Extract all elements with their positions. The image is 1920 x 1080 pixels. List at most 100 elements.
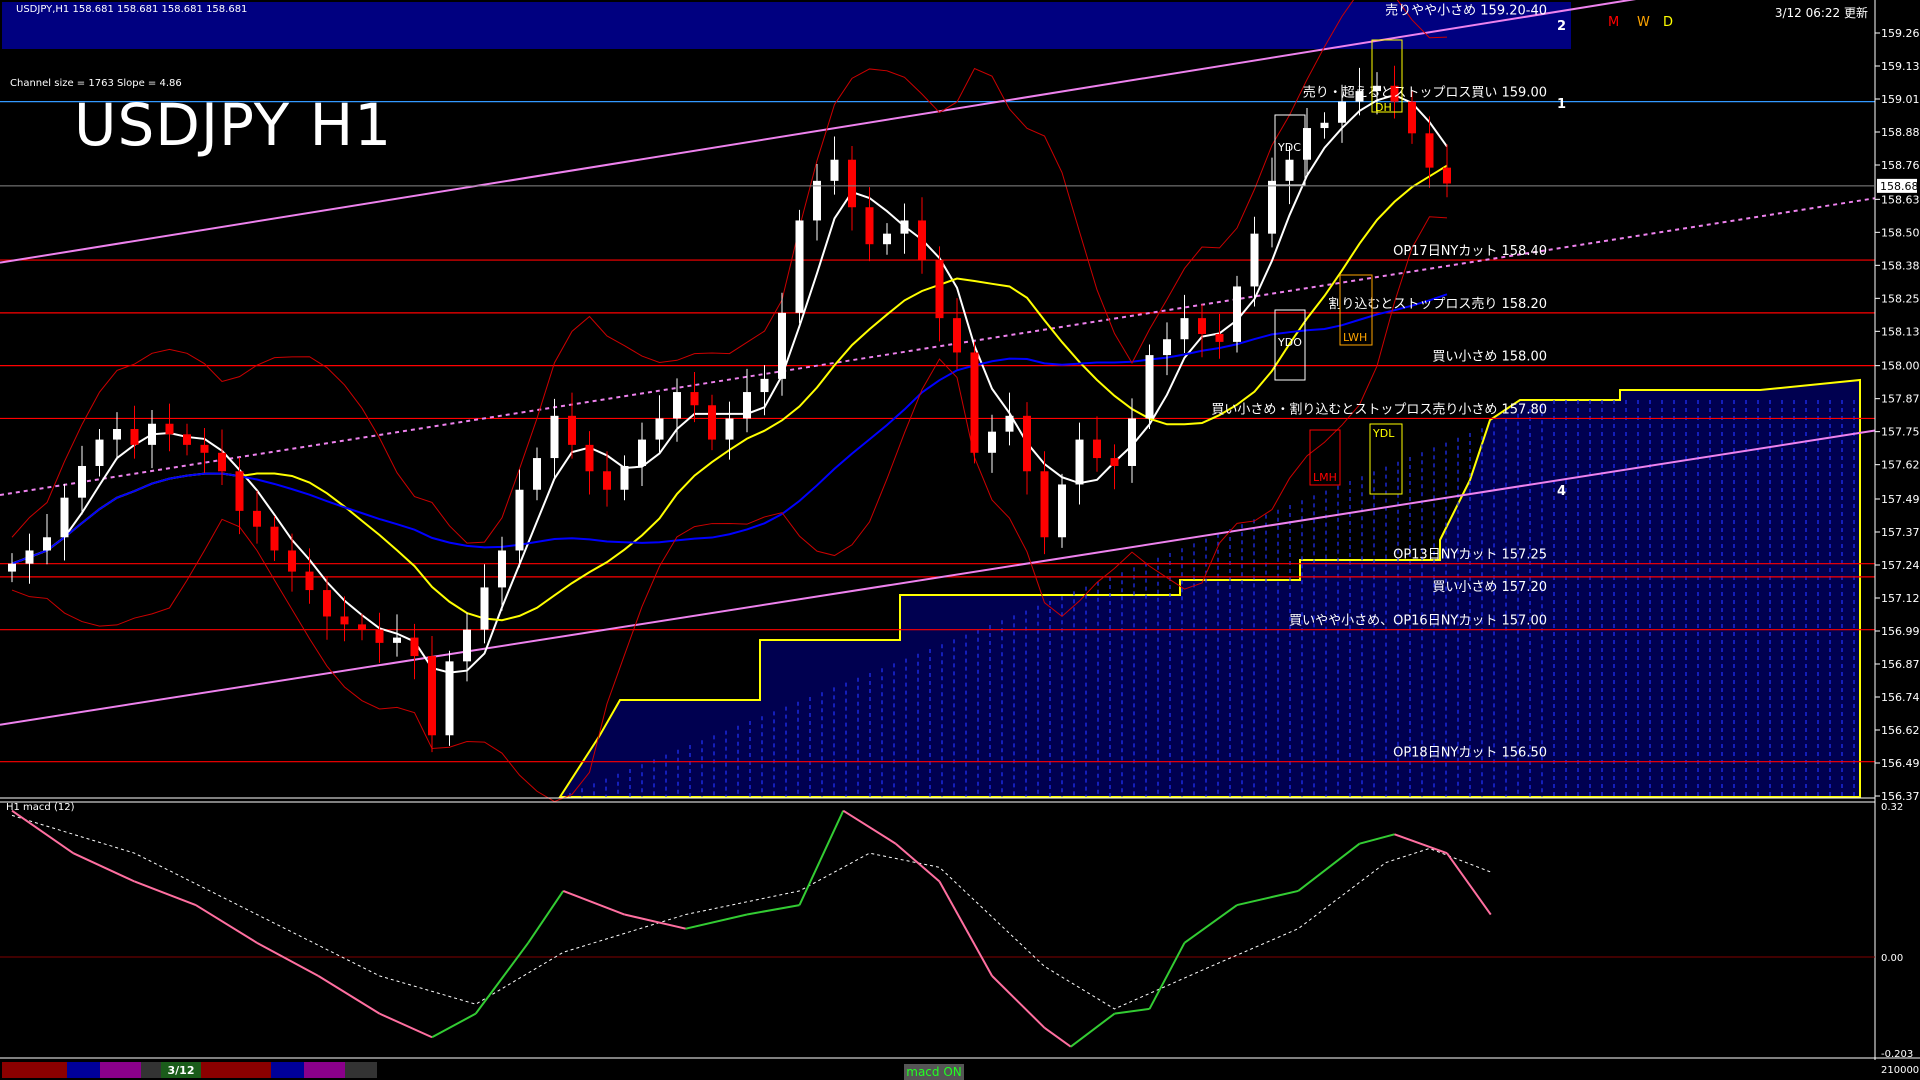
macd-segment [134,880,197,907]
candle-body [113,429,121,440]
price-tick-label: 157.370 [1881,526,1920,539]
macd-segment [1183,904,1238,944]
update-time: 3/12 06:22 更新 [1774,6,1868,20]
macd-segment [72,852,135,883]
price-tick-label: 156.495 [1881,757,1920,770]
chart-title: USDJPY H1 [74,91,393,159]
candle-body [235,471,244,511]
candle-body [795,220,804,313]
candle-body [638,439,646,466]
macd-segment [1359,833,1395,845]
macd-pane: 0.32 0.00 -0.203 210000 [0,802,1919,1076]
candle-body [218,452,226,472]
band-lower [11,216,1448,803]
current-price-tag [1877,178,1917,193]
candle-body [935,260,944,319]
session-block [100,1062,141,1078]
price-tick-label: 157.750 [1881,426,1920,439]
candle-body [655,418,664,440]
macd-tick-label: 0.00 [1881,953,1903,964]
candle-body [1093,439,1101,459]
channel-info: Channel size = 1763 Slope = 4.86 [10,78,182,89]
candle-body [445,661,454,736]
price-axis[interactable]: 159.260 159.135 159.010 158.885 158.760 158.6… [1875,27,1920,803]
candle-body [43,537,51,551]
candle-body [148,423,156,445]
level-label: 買い小さめ 158.00 [1432,350,1547,365]
candle-body [305,571,314,591]
macd-segment [195,904,258,944]
candle-body [428,656,436,736]
price-tick-label: 158.505 [1881,226,1920,239]
macd-segment [842,809,897,845]
marker-box [1371,39,1403,113]
candle-body [323,590,331,617]
level-label: 買い小さめ・割り込むとストップロス売り小さめ 157.80 [1211,401,1547,417]
candle-body [953,318,961,353]
level-label: OP18日NYカット 156.50 [1393,746,1547,761]
candle-body [1145,355,1154,419]
macd-segment [562,889,625,916]
timeframe-marker: W [1637,15,1650,30]
macd-segment [1043,1026,1072,1048]
price-tick-label: 158.380 [1881,259,1920,272]
markers: YDC YDO YDL LWH LMH DH M W D 1 2 4 [1274,15,1673,499]
candle-body [760,378,769,393]
candle-body [183,434,191,445]
macd-segment [895,842,941,883]
candle-body [970,352,979,453]
candle-body [270,526,279,551]
candle-body [1023,415,1031,472]
price-tick-label: 156.870 [1881,658,1920,671]
candle-body [515,489,524,551]
candle-body [848,159,856,208]
regression-channel [0,0,1876,726]
level-label: 割り込むとストップロス売り 158.20 [1328,296,1547,312]
candle-body [1390,85,1399,102]
candle-body [1338,101,1346,123]
macd-segment [685,913,748,930]
band-upper [11,0,1448,544]
macd-segment [1446,852,1492,916]
candle-body [78,465,86,498]
candle-body [130,429,139,445]
session-strip: 3/12 [2,1062,377,1078]
date-chip: 3/12 [161,1062,201,1078]
session-block [2,1062,67,1078]
candle-body [8,563,16,572]
candle-body [1215,333,1224,342]
marker-label: DH [1375,101,1392,114]
candle-body [883,233,891,245]
macd-segment [1394,833,1448,855]
macd-label: H1 macd (12) [6,802,75,813]
session-block [304,1062,345,1078]
level-label: 売りやや小さめ 159.20-40 [1385,2,1547,18]
price-tick-label: 157.120 [1881,592,1920,605]
candle-body [1373,85,1381,92]
signal-line [11,814,1491,1010]
candle-body [1268,180,1276,234]
candle-body [25,550,34,564]
candle-body [813,180,821,221]
candle-body [393,637,401,643]
price-tick-label: 159.260 [1881,27,1920,40]
macd-segment [798,810,845,906]
level-label: 買い小さめ 157.20 [1432,580,1547,595]
session-block [141,1062,161,1078]
candle-body [1198,318,1206,334]
price-tick-label: 157.625 [1881,459,1920,472]
candle-body [725,418,734,440]
candle-body [60,497,69,538]
macd-tick-label: 0.32 [1881,802,1903,813]
macd-toggle-button[interactable]: macd ON [904,1064,964,1080]
macd-segment [317,975,381,1015]
candle-body [165,423,174,435]
price-tick-label: 158.130 [1881,325,1920,338]
price-tick-label: 156.995 [1881,625,1920,638]
macd-segment [938,880,993,977]
macd-segment [256,941,319,977]
candle-body [568,415,576,445]
price-tick-label: 157.495 [1881,493,1920,506]
candle-body [1075,439,1084,485]
marker-box [1274,309,1306,381]
